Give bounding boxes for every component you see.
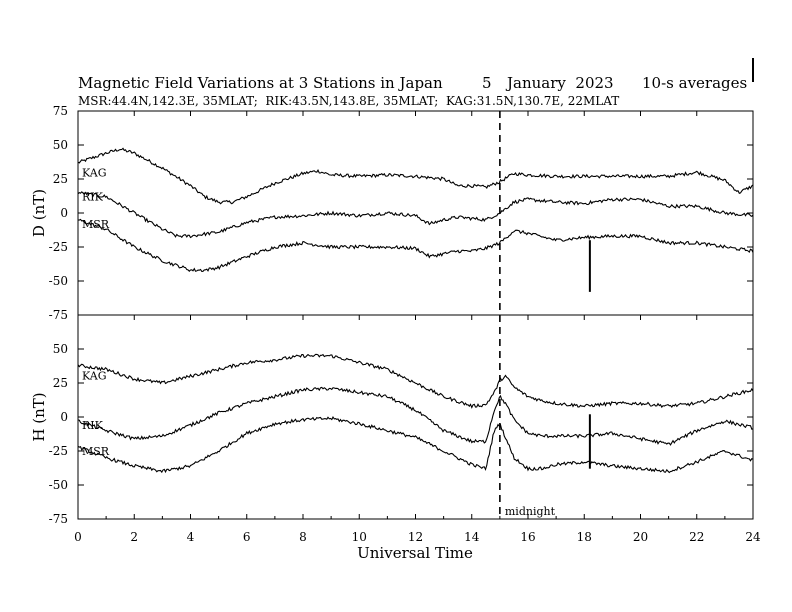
series-label-h-msr: MSR bbox=[82, 445, 110, 458]
x-tick-label: 4 bbox=[187, 530, 195, 544]
y-tick-label: 0 bbox=[60, 410, 68, 424]
x-axis-ticks: 0 2 4 6 8 10 12 14 16 18 20 22 24 bbox=[74, 111, 761, 544]
x-tick-label: 18 bbox=[577, 530, 592, 544]
x-tick-label: 20 bbox=[633, 530, 648, 544]
midnight-label: midnight bbox=[505, 505, 556, 518]
x-tick-label: 14 bbox=[464, 530, 480, 544]
y-tick-label: 75 bbox=[53, 104, 68, 118]
x-tick-label: 0 bbox=[74, 530, 82, 544]
y-tick-label: -75 bbox=[49, 512, 68, 526]
series-label-h-kag: KAG bbox=[82, 369, 107, 382]
x-tick-label: 10 bbox=[352, 530, 367, 544]
y-tick-label: 25 bbox=[53, 172, 68, 186]
chart-title: Magnetic Field Variations at 3 Stations … bbox=[78, 74, 443, 92]
y-tick-label: -25 bbox=[49, 240, 68, 254]
panel-d-y-ticks: 75 50 25 0 -25 -50 -75 bbox=[49, 104, 753, 322]
y-tick-label: -75 bbox=[49, 308, 68, 322]
x-tick-label: 6 bbox=[243, 530, 251, 544]
series-line-h-rik bbox=[77, 386, 754, 446]
series-line-d-kag bbox=[77, 147, 754, 205]
panel-d-frame bbox=[77, 110, 754, 316]
x-tick-label: 24 bbox=[745, 530, 761, 544]
y-tick-label: 0 bbox=[60, 206, 68, 220]
series-line-d-msr bbox=[77, 218, 754, 272]
x-tick-label: 2 bbox=[130, 530, 138, 544]
x-axis-label: Universal Time bbox=[357, 544, 473, 562]
panel-d-series: KAG RIK MSR bbox=[77, 147, 754, 292]
y-tick-label: -50 bbox=[49, 274, 68, 288]
date-day: 5 bbox=[482, 74, 492, 92]
panel-h-y-ticks: 50 25 0 -25 -50 -75 bbox=[49, 342, 753, 526]
panel-h-series: KAG RIK MSR bbox=[77, 353, 754, 474]
series-label-d-msr: MSR bbox=[82, 218, 110, 231]
series-label-h-rik: RIK bbox=[82, 419, 104, 432]
panel-h-frame bbox=[77, 314, 754, 520]
series-line-h-msr bbox=[77, 416, 754, 474]
x-tick-label: 16 bbox=[520, 530, 535, 544]
y-tick-label: 25 bbox=[53, 376, 68, 390]
x-tick-label: 8 bbox=[299, 530, 307, 544]
y-tick-label: -50 bbox=[49, 478, 68, 492]
series-line-h-kag bbox=[77, 353, 754, 409]
y-tick-label: 50 bbox=[53, 342, 68, 356]
x-tick-label: 22 bbox=[689, 530, 704, 544]
date-month-year: January 2023 bbox=[505, 74, 614, 92]
y-tick-label: -25 bbox=[49, 444, 68, 458]
panel-d-y-axis-label: D (nT) bbox=[30, 189, 48, 237]
panel-h-y-axis-label: H (nT) bbox=[30, 392, 48, 441]
x-tick-label: 12 bbox=[408, 530, 423, 544]
series-line-d-rik bbox=[77, 191, 754, 239]
y-tick-label: 50 bbox=[53, 138, 68, 152]
averaging-label: 10-s averages bbox=[642, 74, 747, 92]
series-label-d-kag: KAG bbox=[82, 167, 107, 180]
series-label-d-rik: RIK bbox=[82, 191, 104, 204]
stations-info: MSR:44.4N,142.3E, 35MLAT; RIK:43.5N,143.… bbox=[78, 94, 619, 108]
